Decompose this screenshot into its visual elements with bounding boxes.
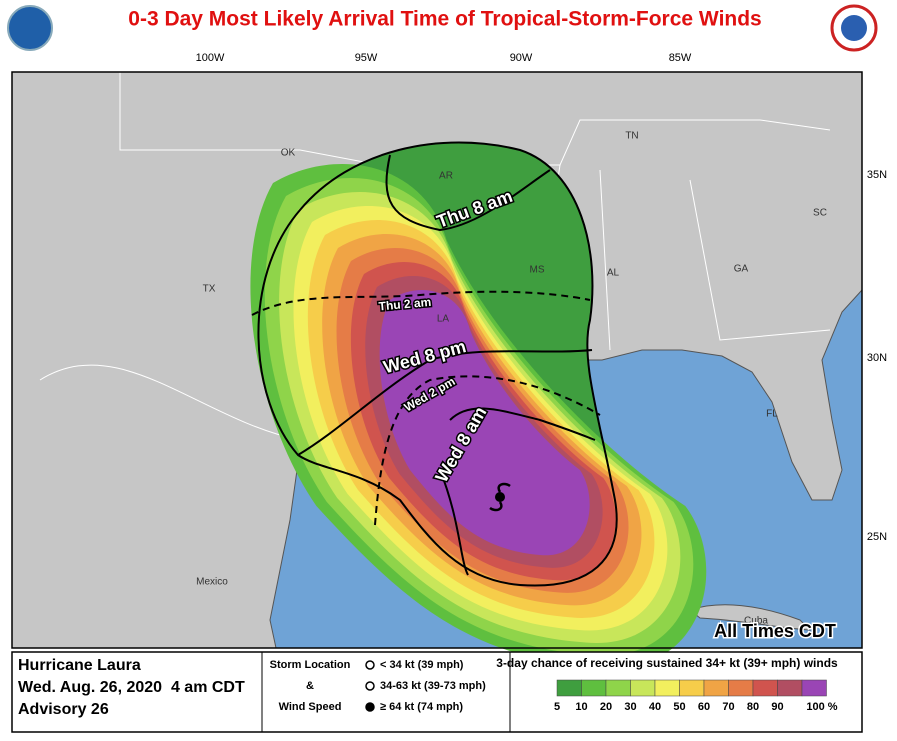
arrival-lines xyxy=(251,141,618,587)
scale-swatch xyxy=(752,679,778,697)
storm-name: Hurricane Laura xyxy=(18,657,141,674)
scale-label: 60 xyxy=(698,701,710,713)
longitude-label: 95W xyxy=(355,52,378,64)
scale-label: 40 xyxy=(649,701,661,713)
storm-symbol xyxy=(489,482,511,512)
scale-label: 5 xyxy=(554,701,560,713)
nws-logo-inner xyxy=(841,15,867,41)
times-note: All Times CDT xyxy=(714,621,836,641)
place-label: Mexico xyxy=(196,577,228,588)
place-label: LA xyxy=(437,314,450,325)
map-frame xyxy=(11,71,863,649)
place-label: OK xyxy=(281,148,296,159)
latitude-label: 25N xyxy=(867,531,887,543)
scale-label: 70 xyxy=(722,701,734,713)
advisory: Advisory 26 xyxy=(18,701,109,718)
noaa-logo xyxy=(7,5,53,51)
scale-swatch xyxy=(605,679,631,697)
scale-label: 80 xyxy=(747,701,759,713)
storm-legend-item: < 34 kt (39 mph) xyxy=(380,659,464,671)
storm-legend-title: & xyxy=(306,680,314,692)
title: 0-3 Day Most Likely Arrival Time of Trop… xyxy=(128,8,761,31)
place-label: GA xyxy=(734,264,749,275)
place-label: TN xyxy=(625,131,638,142)
storm-legend-item: 34-63 kt (39-73 mph) xyxy=(380,680,486,692)
latitude-label: 35N xyxy=(867,169,887,181)
storm-legend-title: Wind Speed xyxy=(279,701,342,713)
wind-swath xyxy=(250,142,707,669)
latitude-label: 30N xyxy=(867,352,887,364)
place-label: Cuba xyxy=(744,616,768,627)
scale-swatch xyxy=(654,679,680,697)
scale-swatch xyxy=(556,679,582,697)
issued: Wed. Aug. 26, 2020 4 am CDT xyxy=(18,679,245,696)
cuba xyxy=(688,604,812,631)
storm-legend-item: ≥ 64 kt (74 mph) xyxy=(380,701,463,713)
scale-label: 10 xyxy=(575,701,587,713)
scale-swatch xyxy=(801,679,827,697)
place-label: SC xyxy=(813,208,827,219)
scale-swatch xyxy=(703,679,729,697)
scale-label: 50 xyxy=(673,701,685,713)
longitude-label: 100W xyxy=(196,52,225,64)
scale-swatch xyxy=(679,679,705,697)
scale-label: 100 % xyxy=(806,701,837,713)
place-label: AR xyxy=(439,171,453,182)
place-label: MS xyxy=(530,265,545,276)
place-label: FL xyxy=(766,409,778,420)
scale-swatch xyxy=(777,679,803,697)
scale-swatch xyxy=(728,679,754,697)
storm-legend-title: Storm Location xyxy=(270,659,351,671)
longitude-label: 85W xyxy=(669,52,692,64)
scale-label: 20 xyxy=(600,701,612,713)
storm-legend-symbol xyxy=(365,702,375,712)
storm-legend-symbol xyxy=(365,660,375,670)
scale-swatch xyxy=(581,679,607,697)
storm-legend-symbol xyxy=(365,681,375,691)
place-label: AL xyxy=(607,268,620,279)
prob-legend-title: 3-day chance of receiving sustained 34+ … xyxy=(496,656,838,670)
scale-label: 90 xyxy=(771,701,783,713)
longitude-label: 90W xyxy=(510,52,533,64)
scale-label: 30 xyxy=(624,701,636,713)
scale-swatch xyxy=(630,679,656,697)
place-label: TX xyxy=(203,284,216,295)
swath-level xyxy=(379,290,590,556)
arrival-label: Thu 2 am xyxy=(378,295,432,314)
